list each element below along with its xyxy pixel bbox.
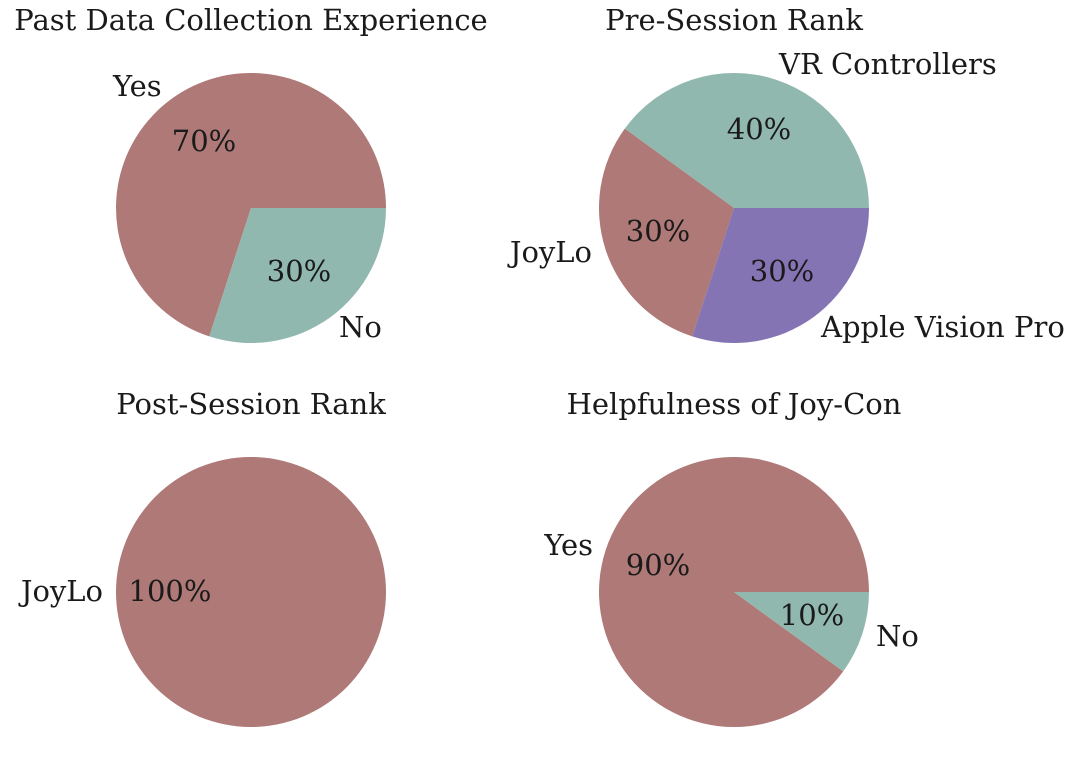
chart-title: Post-Session Rank (116, 387, 386, 421)
pct-label-yes: 70% (172, 124, 236, 158)
slice-label-vr-controllers: VR Controllers (778, 47, 997, 81)
pie-slice-yes (599, 457, 869, 728)
pie-slices (115, 72, 386, 343)
pie-slice-joylo (598, 128, 734, 337)
chart-title: Pre-Session Rank (605, 3, 863, 37)
pct-label-joylo: 100% (129, 574, 212, 608)
pct-label-vr-controllers: 40% (727, 112, 791, 146)
pct-label-no: 10% (780, 598, 844, 632)
slice-label-apple-vision-pro: Apple Vision Pro (820, 310, 1065, 344)
pie-slice-vr-controllers (624, 72, 869, 209)
pie-slice-yes (115, 72, 386, 337)
pct-label-joylo: 30% (626, 214, 690, 248)
pct-label-no: 30% (267, 254, 331, 288)
pie-post-session-rank: Post-Session Rank JoyLo 100% (18, 387, 386, 727)
slice-label-no: No (876, 619, 919, 653)
slice-label-no: No (339, 310, 382, 344)
pie-slice-joylo (116, 457, 386, 727)
slice-label-yes: Yes (112, 69, 162, 103)
pie-past-data-collection-experience: Past Data Collection Experience Yes 70% … (14, 3, 487, 344)
pct-label-yes: 90% (626, 548, 690, 582)
pie-slice-apple-vision-pro (692, 208, 869, 343)
pie-slices (598, 72, 869, 343)
slice-label-joylo: JoyLo (18, 574, 103, 608)
slice-label-yes: Yes (543, 528, 593, 562)
pie-pre-session-rank: Pre-Session Rank VR Controllers 40% JoyL… (507, 3, 1065, 344)
chart-title: Helpfulness of Joy-Con (567, 387, 902, 421)
slice-label-joylo: JoyLo (507, 235, 592, 269)
pie-slices (599, 457, 869, 728)
pie-slice-no (734, 592, 869, 672)
pct-label-apple-vision-pro: 30% (750, 254, 814, 288)
pie-slices (116, 457, 386, 727)
pie-helpfulness-of-joy-con: Helpfulness of Joy-Con Yes 90% 10% No (543, 387, 919, 728)
pie-slice-no (209, 208, 386, 343)
chart-title: Past Data Collection Experience (14, 3, 487, 37)
